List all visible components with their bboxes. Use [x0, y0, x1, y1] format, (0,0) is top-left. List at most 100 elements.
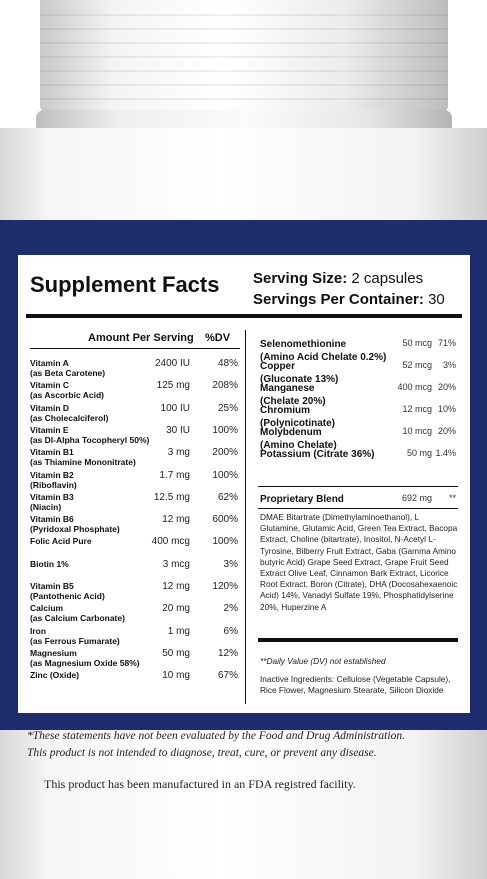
nutrient-source: (as Cholecalciferol)	[30, 413, 109, 423]
top-rule	[26, 314, 462, 318]
nutrient-source: (Amino Chelate)	[260, 440, 337, 451]
nutrient-amount: 1 mg	[167, 626, 190, 637]
nutrient-amount: 52 mcg	[402, 360, 432, 370]
left-nutrient-row: Vitamin A (as Beta Carotene)	[30, 358, 105, 378]
nutrient-amount: 10 mg	[162, 670, 190, 681]
nutrient-amount: 125 mg	[156, 380, 190, 391]
nutrient-name: Magnesium	[30, 648, 77, 658]
nutrient-name: Zinc (Oxide)	[30, 670, 80, 680]
nutrient-amount: 3 mcg	[162, 559, 190, 570]
right-nutrient-row: Potassium (Citrate 36%)	[260, 448, 374, 461]
left-nutrient-row: Vitamin D (as Cholecalciferol)	[30, 403, 108, 423]
left-nutrient-row: Vitamin C (as Ascorbic Acid)	[30, 380, 104, 400]
left-nutrient-row: Vitamin B2 (Riboflavin)	[30, 470, 77, 490]
nutrient-dv: 62%	[217, 492, 238, 503]
nutrient-dv: 6%	[223, 626, 238, 637]
servings-per-container: Servings Per Container: 30	[253, 291, 445, 308]
nutrient-source: (as Beta Carotene)	[30, 368, 106, 378]
nutrient-source: (as Dl-Alpha Tocopheryl 50%)	[30, 435, 150, 445]
nutrient-name: Vitamin B3	[30, 492, 74, 502]
right-nutrient-row: Copper (Gluconate 13%)	[260, 360, 338, 386]
nutrient-source: (as Calcium Carbonate)	[30, 613, 125, 623]
nutrient-dv: 48%	[217, 358, 238, 369]
nutrient-name: Iron	[30, 626, 47, 636]
nutrient-dv: 600%	[212, 514, 238, 525]
nutrient-source: (Amino Acid Chelate 0.2%)	[260, 352, 387, 363]
nutrient-dv: 10%	[437, 404, 456, 414]
nutrient-amount: 50 mcg	[402, 338, 432, 348]
nutrient-source: (as Thiamine Mononitrate)	[30, 457, 136, 467]
nutrient-amount: 50 mg	[406, 448, 432, 458]
nutrient-dv: 100%	[212, 425, 238, 436]
nutrient-source: (Chelate 20%)	[260, 396, 326, 407]
blend-ingredients: DMAE Bitartrate (Dimethylaminoethanol), …	[260, 512, 458, 612]
serving-size-value: 2 capsules	[351, 270, 424, 287]
blend-rule-top	[258, 486, 458, 487]
left-nutrient-row: Vitamin E (as Dl-Alpha Tocopheryl 50%)	[30, 425, 149, 445]
nutrient-source: (Riboflavin)	[30, 480, 77, 490]
nutrient-name: Vitamin C	[30, 380, 70, 390]
blend-end-rule	[258, 638, 458, 642]
left-nutrient-row: Vitamin B1 (as Thiamine Mononitrate)	[30, 447, 136, 467]
nutrient-amount: 2400 IU	[154, 358, 190, 369]
nutrient-amount: 12 mg	[162, 581, 190, 592]
nutrient-source: (Polynicotinate)	[260, 418, 336, 429]
nutrient-dv: 2%	[223, 603, 238, 614]
blend-rule-bottom	[258, 508, 458, 509]
nutrient-name: Vitamin B6	[30, 514, 74, 524]
nutrient-name: Molybdenum	[260, 427, 322, 438]
nutrient-dv: 3%	[223, 559, 238, 570]
header-rule	[30, 348, 240, 349]
nutrient-dv: 100%	[212, 470, 238, 481]
nutrient-amount: 20 mg	[162, 603, 190, 614]
nutrient-dv: 1.4%	[435, 448, 456, 458]
nutrient-name: Vitamin E	[30, 425, 69, 435]
servings-label: Servings Per Container:	[253, 291, 424, 308]
left-nutrient-row: Biotin 1%	[30, 559, 69, 569]
left-nutrient-row: Vitamin B5 (Pantothenic Acid)	[30, 581, 105, 601]
nutrient-name: Vitamin B5	[30, 581, 74, 591]
nutrient-source: (Pantothenic Acid)	[30, 591, 105, 601]
nutrient-amount: 12.5 mg	[153, 492, 190, 503]
nutrient-dv: 12%	[217, 648, 238, 659]
disclaimer-line-1: *These statements have not been evaluate…	[27, 730, 405, 742]
right-nutrient-row: Manganese (Chelate 20%)	[260, 382, 326, 408]
nutrient-name: Calcium	[30, 603, 64, 613]
nutrient-dv: 100%	[212, 536, 238, 547]
amount-per-serving-header: Amount Per Serving	[88, 332, 194, 344]
nutrient-source: (Gluconate 13%)	[260, 374, 339, 385]
left-nutrient-row: Vitamin B6 (Pyridoxal Phosphate)	[30, 514, 120, 534]
servings-value: 30	[428, 291, 445, 308]
right-nutrient-row: Molybdenum (Amino Chelate)	[260, 426, 337, 452]
blend-name: Proprietary Blend	[260, 494, 344, 505]
nutrient-source: (as Ferrous Fumarate)	[30, 636, 120, 646]
nutrient-name: Manganese	[260, 383, 315, 394]
left-nutrient-row: Magnesium (as Magnesium Oxide 58%)	[30, 648, 140, 668]
nutrient-name: Chromium	[260, 405, 310, 416]
inactive-ingredients: Inactive Ingredients: Cellulose (Vegetab…	[260, 674, 451, 696]
left-nutrient-row: Folic Acid Pure	[30, 536, 92, 546]
nutrient-dv: 20%	[437, 382, 456, 392]
left-nutrient-row: Iron (as Ferrous Fumarate)	[30, 626, 120, 646]
right-nutrient-row: Selenomethionine (Amino Acid Chelate 0.2%…	[260, 338, 386, 364]
nutrient-source: (as Magnesium Oxide 58%)	[30, 658, 140, 668]
nutrient-name: Vitamin B1	[30, 447, 74, 457]
nutrient-dv: 20%	[437, 426, 456, 436]
nutrient-dv: 25%	[217, 403, 238, 414]
left-nutrient-row: Calcium (as Calcium Carbonate)	[30, 603, 125, 623]
nutrient-name: Copper	[260, 361, 295, 372]
nutrient-amount: 400 mcg	[151, 536, 190, 547]
nutrient-name: Vitamin D	[30, 403, 70, 413]
nutrient-name: Selenomethionine	[260, 339, 347, 350]
nutrient-dv: 67%	[217, 670, 238, 681]
right-nutrient-row: Chromium (Polynicotinate)	[260, 404, 335, 430]
column-divider	[245, 330, 246, 704]
nutrient-dv: 3%	[442, 360, 456, 370]
nutrient-name: Biotin 1%	[30, 559, 69, 569]
nutrient-source: (Pyridoxal Phosphate)	[30, 524, 120, 534]
blend-dv: **	[448, 493, 456, 503]
nutrient-source: (as Ascorbic Acid)	[30, 390, 105, 400]
blend-amount: 692 mg	[401, 493, 432, 503]
dv-note: **Daily Value (DV) not established	[260, 656, 386, 666]
serving-size-label: Serving Size:	[253, 270, 348, 287]
